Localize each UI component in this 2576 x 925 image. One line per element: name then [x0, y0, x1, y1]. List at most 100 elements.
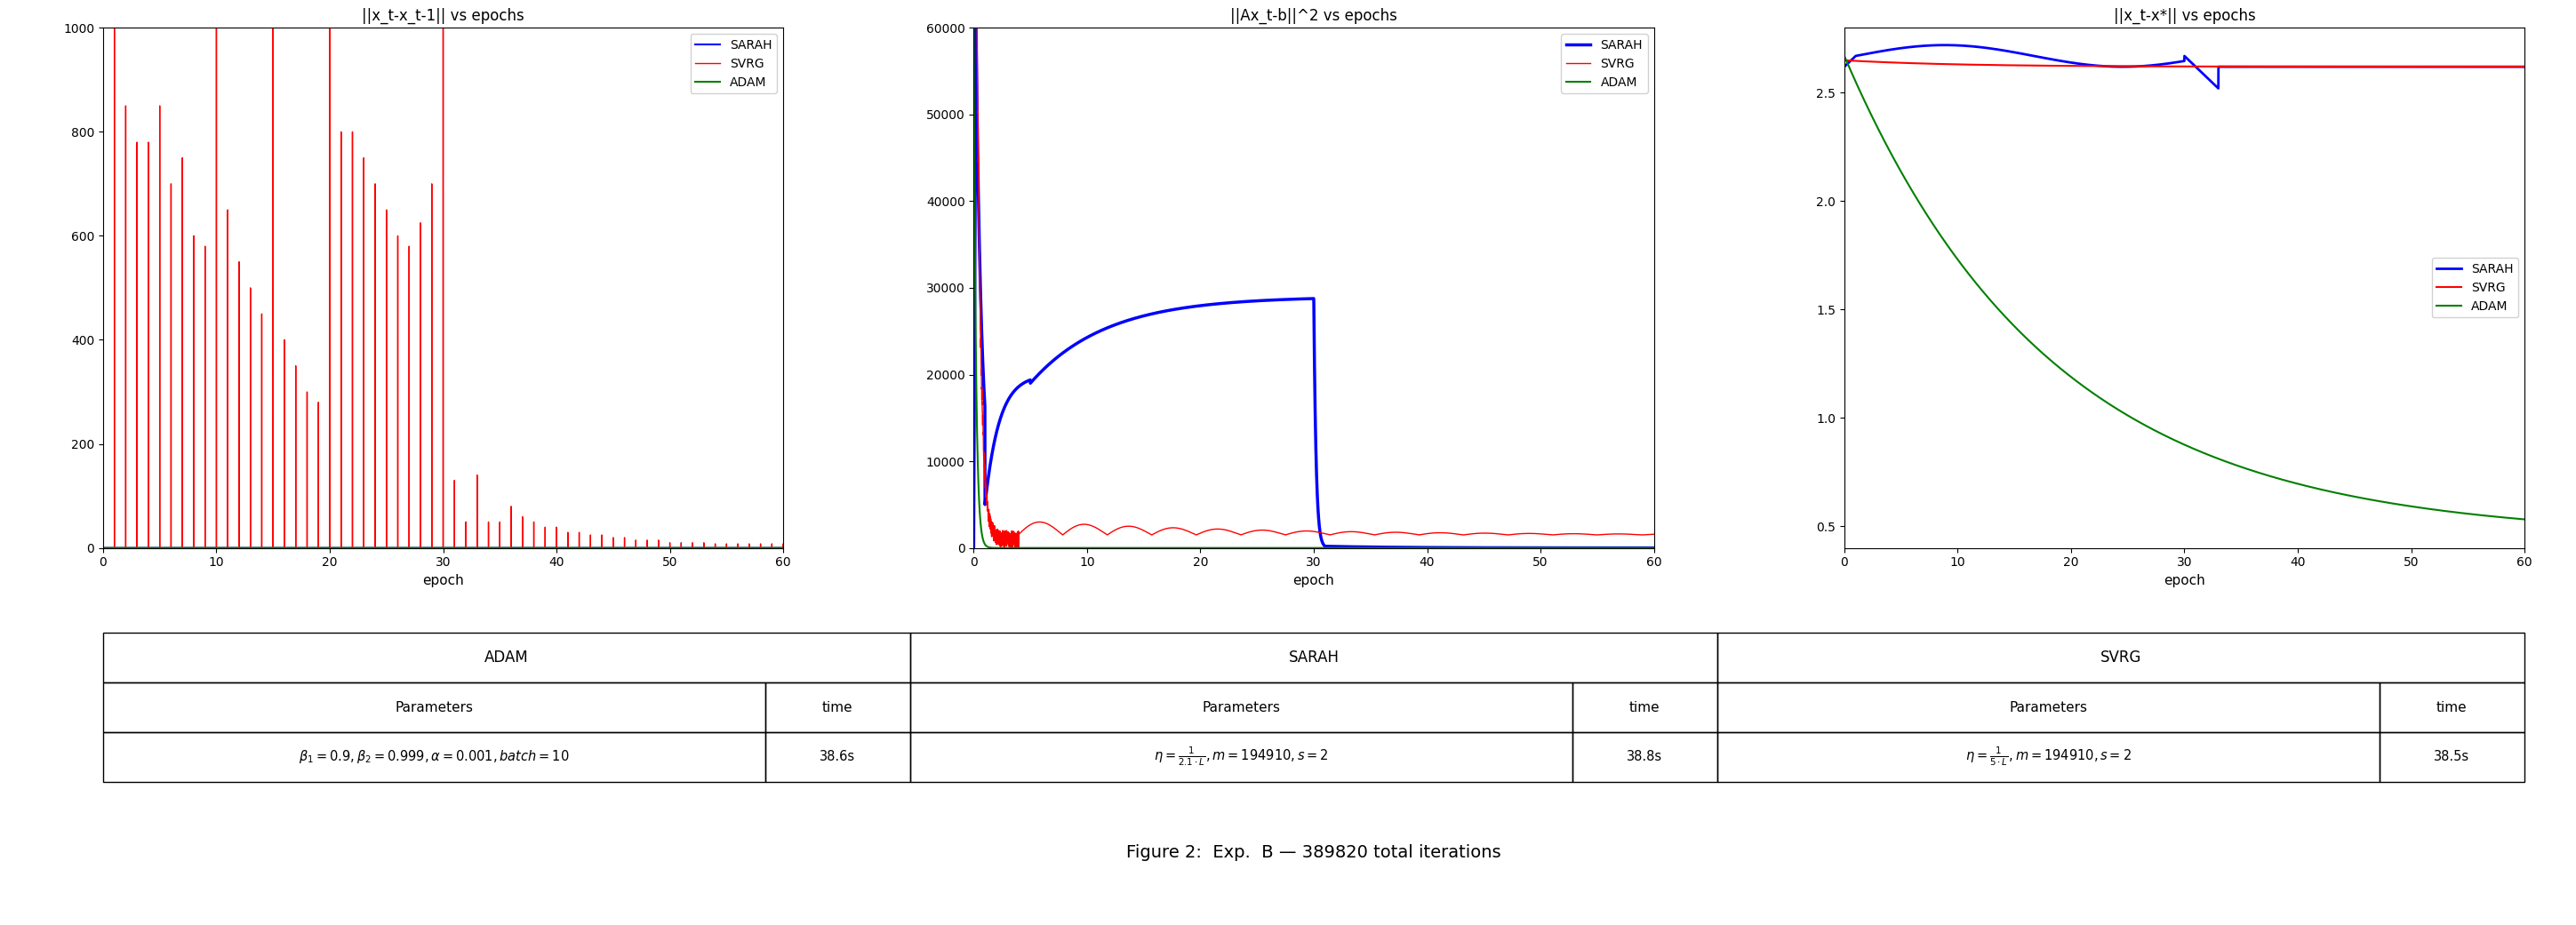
Bar: [1718, 732, 2380, 782]
SARAH: [961, 22, 992, 33]
ADAM: [250, 542, 281, 553]
SARAH: [245, 542, 276, 553]
SVRG: [88, 542, 118, 553]
Bar: [103, 732, 765, 782]
ADAM: [345, 542, 376, 553]
Bar: [909, 683, 1571, 732]
Text: time: time: [822, 700, 853, 714]
SARAH: [392, 542, 422, 553]
ADAM: [392, 542, 422, 553]
Text: 38.5s: 38.5s: [2434, 750, 2470, 763]
Bar: [2380, 683, 2524, 732]
SVRG: [958, 22, 989, 33]
Text: Parameters: Parameters: [2009, 700, 2087, 714]
Text: Parameters: Parameters: [394, 700, 474, 714]
SVRG: [2084, 60, 2115, 71]
SARAH: [1991, 45, 2022, 56]
SARAH: [1633, 542, 1664, 553]
ADAM: [1638, 542, 1669, 553]
SARAH: [1123, 312, 1154, 323]
ADAM: [1123, 542, 1154, 553]
ADAM: [1213, 542, 1244, 553]
ADAM: [958, 22, 989, 33]
Line: SVRG: SVRG: [103, 28, 783, 548]
ADAM: [1121, 542, 1151, 553]
SVRG: [2504, 61, 2535, 72]
Text: SARAH: SARAH: [1288, 649, 1340, 666]
SARAH: [2202, 83, 2233, 94]
SVRG: [1121, 522, 1151, 533]
ADAM: [2504, 513, 2535, 524]
SVRG: [1994, 60, 2025, 71]
ADAM: [1829, 50, 1860, 61]
Bar: [765, 683, 909, 732]
SVRG: [381, 230, 412, 241]
Line: SVRG: SVRG: [1844, 60, 2524, 67]
SVRG: [1986, 59, 2017, 70]
SARAH: [1986, 44, 2017, 56]
Line: SARAH: SARAH: [1844, 45, 2524, 89]
Text: Parameters: Parameters: [1203, 700, 1280, 714]
Bar: [1571, 732, 1718, 782]
SARAH: [1929, 40, 1960, 51]
Text: $\eta = \frac{1}{5 \cdot L}, m = 194910, s = 2$: $\eta = \frac{1}{5 \cdot L}, m = 194910,…: [1965, 746, 2130, 768]
Bar: [1571, 683, 1718, 732]
ADAM: [1994, 315, 2025, 327]
SARAH: [1638, 542, 1669, 553]
Legend: SARAH, SVRG, ADAM: SARAH, SVRG, ADAM: [690, 34, 778, 93]
SVRG: [1262, 527, 1293, 538]
Bar: [1718, 633, 2524, 683]
ADAM: [88, 542, 118, 553]
SARAH: [1829, 61, 1860, 72]
SVRG: [438, 542, 469, 553]
ADAM: [2084, 393, 2115, 404]
Bar: [1718, 683, 2380, 732]
ADAM: [245, 542, 276, 553]
Text: ADAM: ADAM: [484, 649, 528, 666]
X-axis label: epoch: epoch: [2164, 574, 2205, 587]
SVRG: [768, 542, 799, 553]
Text: $\eta = \frac{1}{2.1 \cdot L}, m = 194910, s = 2$: $\eta = \frac{1}{2.1 \cdot L}, m = 19491…: [1154, 746, 1329, 768]
SARAH: [2509, 61, 2540, 72]
SARAH: [768, 542, 799, 553]
SVRG: [1638, 529, 1669, 540]
Bar: [909, 633, 1718, 683]
ADAM: [1986, 308, 2017, 319]
X-axis label: epoch: epoch: [422, 574, 464, 587]
ADAM: [768, 542, 799, 553]
SVRG: [1123, 523, 1154, 534]
Line: ADAM: ADAM: [974, 28, 1654, 548]
Title: ||x_t-x*|| vs epochs: ||x_t-x*|| vs epochs: [2112, 8, 2257, 24]
SARAH: [1994, 46, 2025, 57]
SARAH: [1216, 297, 1247, 308]
ADAM: [1991, 312, 2022, 323]
Text: 38.8s: 38.8s: [1628, 750, 1662, 763]
SARAH: [1121, 313, 1151, 324]
SVRG: [1991, 59, 2022, 70]
Line: ADAM: ADAM: [1844, 56, 2524, 519]
SVRG: [178, 230, 209, 241]
SVRG: [1115, 521, 1146, 532]
SVRG: [191, 542, 222, 553]
ADAM: [252, 542, 283, 553]
SVRG: [88, 542, 118, 553]
SARAH: [958, 542, 989, 553]
X-axis label: epoch: epoch: [1293, 574, 1334, 587]
Text: $\beta_1 = 0.9, \beta_2 = 0.999, \alpha = 0.001, \mathit{batch} = 10$: $\beta_1 = 0.9, \beta_2 = 0.999, \alpha …: [299, 748, 569, 765]
ADAM: [1633, 542, 1664, 553]
Text: time: time: [1628, 700, 1659, 714]
Line: SVRG: SVRG: [974, 28, 1654, 548]
Title: ||Ax_t-b||^2 vs epochs: ||Ax_t-b||^2 vs epochs: [1231, 8, 1396, 24]
Bar: [909, 732, 1571, 782]
Legend: SARAH, SVRG, ADAM: SARAH, SVRG, ADAM: [2432, 258, 2519, 317]
Text: 38.6s: 38.6s: [819, 750, 855, 763]
Bar: [103, 683, 765, 732]
Legend: SARAH, SVRG, ADAM: SARAH, SVRG, ADAM: [1561, 34, 1649, 93]
SVRG: [2133, 61, 2164, 72]
SARAH: [1262, 294, 1293, 305]
SVRG: [1633, 529, 1664, 540]
SARAH: [2087, 60, 2117, 71]
SARAH: [1115, 314, 1146, 325]
ADAM: [2133, 422, 2164, 433]
SARAH: [762, 542, 793, 553]
